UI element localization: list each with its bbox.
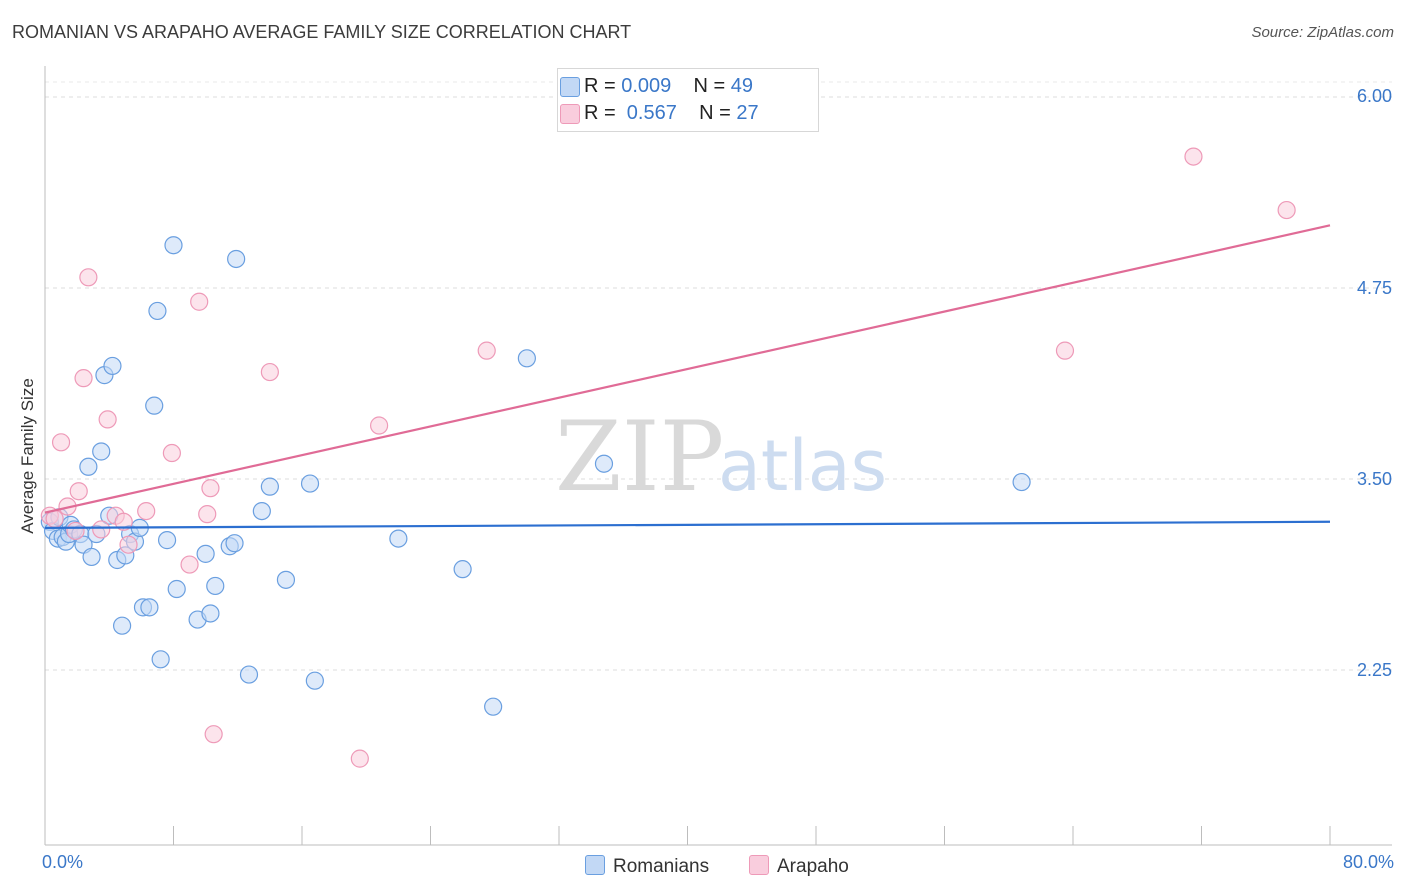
y-tick-label: 2.25 xyxy=(1356,660,1392,680)
romanians-point xyxy=(79,457,98,476)
romanians-point xyxy=(112,616,132,635)
watermark-zip: ZIP xyxy=(555,401,724,513)
arapaho-point xyxy=(92,520,111,539)
romanians-point xyxy=(148,301,167,321)
romanians-point xyxy=(103,356,122,376)
arapaho-swatch-icon xyxy=(560,104,580,124)
romanians-point xyxy=(252,501,271,521)
correlation-stats-box: R = 0.009 N = 49 R = 0.567 N = 27 xyxy=(557,68,819,132)
arapaho-n-value: 27 xyxy=(736,102,759,124)
romanians-point xyxy=(389,529,408,548)
arapaho-point xyxy=(114,512,133,531)
romanians-point xyxy=(239,665,259,684)
arapaho-point xyxy=(201,479,220,498)
romanians-point xyxy=(260,477,279,496)
chart-source: Source: ZipAtlas.com xyxy=(1251,24,1394,41)
arapaho-point xyxy=(69,482,88,501)
arapaho-r-value: 0.567 xyxy=(626,102,677,124)
y-tick-label: 4.75 xyxy=(1356,278,1392,298)
x-tick-label-min: 0.0% xyxy=(42,852,84,872)
arapaho-point xyxy=(477,341,496,360)
romanians-point xyxy=(276,570,296,589)
arapaho-trend-line xyxy=(44,224,1331,514)
romanians-point xyxy=(145,396,164,415)
y-tick-label: 3.50 xyxy=(1356,469,1392,489)
arapaho-point xyxy=(74,369,93,388)
arapaho-point xyxy=(137,501,156,521)
stat-row-romanians: R = 0.009 N = 49 xyxy=(560,75,754,98)
stat-row-arapaho: R = 0.567 N = 27 xyxy=(560,102,759,125)
romanians-legend-swatch-icon xyxy=(585,855,605,875)
arapaho-point xyxy=(198,505,217,524)
chart-title: ROMANIAN VS ARAPAHO AVERAGE FAMILY SIZE … xyxy=(12,22,632,42)
arapaho-point xyxy=(370,416,389,435)
romanians-n-value: 49 xyxy=(730,75,754,97)
romanians-point xyxy=(300,474,320,493)
romanians-point xyxy=(82,547,101,567)
arapaho-point xyxy=(260,362,279,382)
arapaho-point xyxy=(1277,200,1296,220)
romanians-point xyxy=(151,650,170,669)
romanians-point xyxy=(484,697,503,716)
romanians-point xyxy=(140,598,159,617)
legend-label-arapaho: Arapaho xyxy=(777,856,849,877)
romanians-point xyxy=(305,671,324,690)
y-tick-label: 6.00 xyxy=(1356,86,1392,106)
romanians-point xyxy=(196,544,215,563)
romanians-point xyxy=(594,454,614,473)
romanians-point xyxy=(206,576,225,596)
romanians-point xyxy=(167,579,186,599)
legend-label-romanians: Romanians xyxy=(613,856,710,877)
x-tick-label-max: 80.0% xyxy=(1342,852,1394,872)
arapaho-point xyxy=(79,268,98,287)
arapaho-point xyxy=(66,521,85,541)
arapaho-point xyxy=(190,292,209,311)
romanians-point xyxy=(517,349,536,368)
arapaho-point xyxy=(98,410,117,429)
romanians-swatch-icon xyxy=(560,77,580,97)
legend-item-arapaho[interactable]: Arapaho xyxy=(749,852,849,878)
arapaho-point xyxy=(350,749,369,768)
arapaho-point xyxy=(162,443,181,463)
arapaho-point xyxy=(119,535,138,554)
arapaho-point xyxy=(1055,341,1075,360)
arapaho-point xyxy=(180,555,199,574)
arapaho-point xyxy=(204,725,223,744)
arapaho-legend-swatch-icon xyxy=(749,855,769,875)
romanians-point xyxy=(225,534,244,553)
romanians-trend-line xyxy=(44,520,1331,529)
romanians-point xyxy=(1012,472,1031,492)
arapaho-point xyxy=(1184,147,1203,166)
romanians-point xyxy=(157,531,177,550)
arapaho-point xyxy=(51,433,71,452)
romanians-point xyxy=(201,604,220,623)
romanians-point xyxy=(227,249,246,269)
legend-item-romanians[interactable]: Romanians xyxy=(585,852,709,878)
watermark-atlas: atlas xyxy=(718,425,887,507)
romanians-point xyxy=(164,236,183,255)
romanians-point xyxy=(92,442,111,461)
romanians-r-value: 0.009 xyxy=(621,75,672,97)
romanians-point xyxy=(453,560,472,579)
